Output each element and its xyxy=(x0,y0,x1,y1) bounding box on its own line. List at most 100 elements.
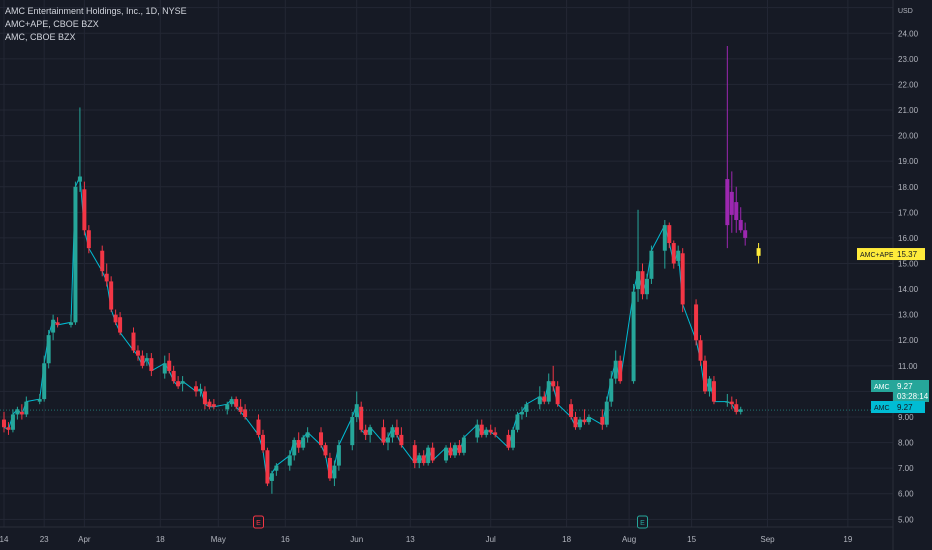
amc-candle[interactable] xyxy=(644,278,649,295)
amc-candle[interactable] xyxy=(19,411,24,415)
earnings-marker[interactable] xyxy=(253,515,265,529)
amc-candle[interactable] xyxy=(461,437,466,453)
amc-candle[interactable] xyxy=(319,432,324,446)
legend-compare-amc-ape[interactable]: AMC+APE, CBOE BZX xyxy=(5,19,99,29)
amc-candle[interactable] xyxy=(332,465,337,479)
amc-candle[interactable] xyxy=(475,424,480,438)
amc-candle[interactable] xyxy=(2,419,6,428)
earnings-marker[interactable] xyxy=(636,515,648,529)
amc-candle[interactable] xyxy=(135,350,140,356)
amc-candle[interactable] xyxy=(524,404,529,412)
amc-candle[interactable] xyxy=(711,381,716,402)
amc-candle[interactable] xyxy=(399,434,404,446)
amc-ape-candle[interactable] xyxy=(743,230,748,238)
amc-candle[interactable] xyxy=(256,419,261,435)
amc-candle[interactable] xyxy=(301,437,306,448)
amc-candle[interactable] xyxy=(452,445,457,456)
amc-candle[interactable] xyxy=(350,416,355,446)
amc-candle[interactable] xyxy=(394,427,399,435)
amc-candle[interactable] xyxy=(390,427,395,438)
amc-candle[interactable] xyxy=(207,401,212,407)
amc-candle[interactable] xyxy=(193,386,198,392)
amc-candle[interactable] xyxy=(703,360,708,392)
amc-candle[interactable] xyxy=(457,445,462,453)
amc-candle[interactable] xyxy=(73,186,78,323)
amc-candle[interactable] xyxy=(131,332,136,351)
amc-candle[interactable] xyxy=(636,271,641,290)
amc-candle[interactable] xyxy=(368,427,373,435)
amc-candle[interactable] xyxy=(631,291,636,382)
amc-candle[interactable] xyxy=(506,434,511,448)
amc-candle[interactable] xyxy=(569,404,574,417)
amc-candle[interactable] xyxy=(412,445,417,464)
amc-candle[interactable] xyxy=(202,391,207,405)
amc-candle[interactable] xyxy=(269,473,274,481)
amc-candle[interactable] xyxy=(484,429,489,435)
amc-candle[interactable] xyxy=(68,322,73,325)
amc-candle[interactable] xyxy=(381,427,386,443)
amc-candle[interactable] xyxy=(430,447,435,461)
amc-candle[interactable] xyxy=(42,363,47,400)
amc-candle[interactable] xyxy=(162,363,167,374)
amc-candle[interactable] xyxy=(265,450,270,484)
amc-candle[interactable] xyxy=(676,250,681,261)
amc-candle[interactable] xyxy=(296,440,301,448)
amc-candle[interactable] xyxy=(667,225,672,244)
amc-candle[interactable] xyxy=(104,273,109,282)
legend-compare-amc[interactable]: AMC, CBOE BZX xyxy=(5,32,76,42)
amc-candle[interactable] xyxy=(542,396,547,402)
amc-candle[interactable] xyxy=(734,404,739,412)
amc-candle[interactable] xyxy=(738,409,743,412)
amc-candle[interactable] xyxy=(86,230,91,249)
amc-candle[interactable] xyxy=(327,457,332,479)
amc-candle[interactable] xyxy=(51,319,56,333)
amc-candle[interactable] xyxy=(6,427,11,430)
amc-ape-candle[interactable] xyxy=(756,248,761,256)
amc-candle[interactable] xyxy=(118,317,123,333)
amc-candle[interactable] xyxy=(260,434,265,451)
amc-candle[interactable] xyxy=(618,360,623,382)
amc-candle[interactable] xyxy=(15,409,20,415)
amc-candle[interactable] xyxy=(229,399,234,405)
amc-candle[interactable] xyxy=(77,176,82,182)
amc-candle[interactable] xyxy=(55,322,60,325)
amc-candle[interactable] xyxy=(640,271,645,295)
amc-candle[interactable] xyxy=(24,401,29,415)
amc-ape-candle[interactable] xyxy=(725,179,730,226)
amc-candle[interactable] xyxy=(198,388,203,392)
amc-candle[interactable] xyxy=(10,414,15,430)
amc-candle[interactable] xyxy=(680,253,685,305)
amc-candle[interactable] xyxy=(604,401,609,425)
amc-candle[interactable] xyxy=(113,314,118,323)
amc-candle[interactable] xyxy=(573,416,578,428)
amc-candle[interactable] xyxy=(448,447,453,456)
amc-candle[interactable] xyxy=(144,358,149,361)
amc-candle[interactable] xyxy=(274,465,279,471)
amc-candle[interactable] xyxy=(600,416,605,425)
amc-candle[interactable] xyxy=(176,381,181,387)
amc-candle[interactable] xyxy=(180,381,185,384)
amc-candle[interactable] xyxy=(167,360,172,371)
amc-candle[interactable] xyxy=(729,401,734,405)
amc-candle[interactable] xyxy=(725,401,730,403)
amc-candle[interactable] xyxy=(225,404,230,410)
amc-candle[interactable] xyxy=(493,432,498,435)
amc-candle[interactable] xyxy=(671,243,676,264)
amc-candle[interactable] xyxy=(694,304,699,341)
amc-candle[interactable] xyxy=(551,381,556,387)
amc-candle[interactable] xyxy=(100,250,105,272)
amc-candle[interactable] xyxy=(140,355,145,366)
amc-candle[interactable] xyxy=(488,429,493,433)
amc-candle[interactable] xyxy=(171,370,176,382)
amc-candle[interactable] xyxy=(46,335,51,364)
amc-candle[interactable] xyxy=(555,386,560,405)
amc-candle[interactable] xyxy=(385,437,390,443)
amc-candle[interactable] xyxy=(243,409,248,417)
amc-ape-candle[interactable] xyxy=(738,220,743,231)
amc-candle[interactable] xyxy=(511,429,516,448)
amc-ape-candle[interactable] xyxy=(734,202,739,221)
amc-candle[interactable] xyxy=(305,432,310,438)
amc-ape-candle[interactable] xyxy=(729,191,734,215)
amc-candle[interactable] xyxy=(546,381,551,402)
